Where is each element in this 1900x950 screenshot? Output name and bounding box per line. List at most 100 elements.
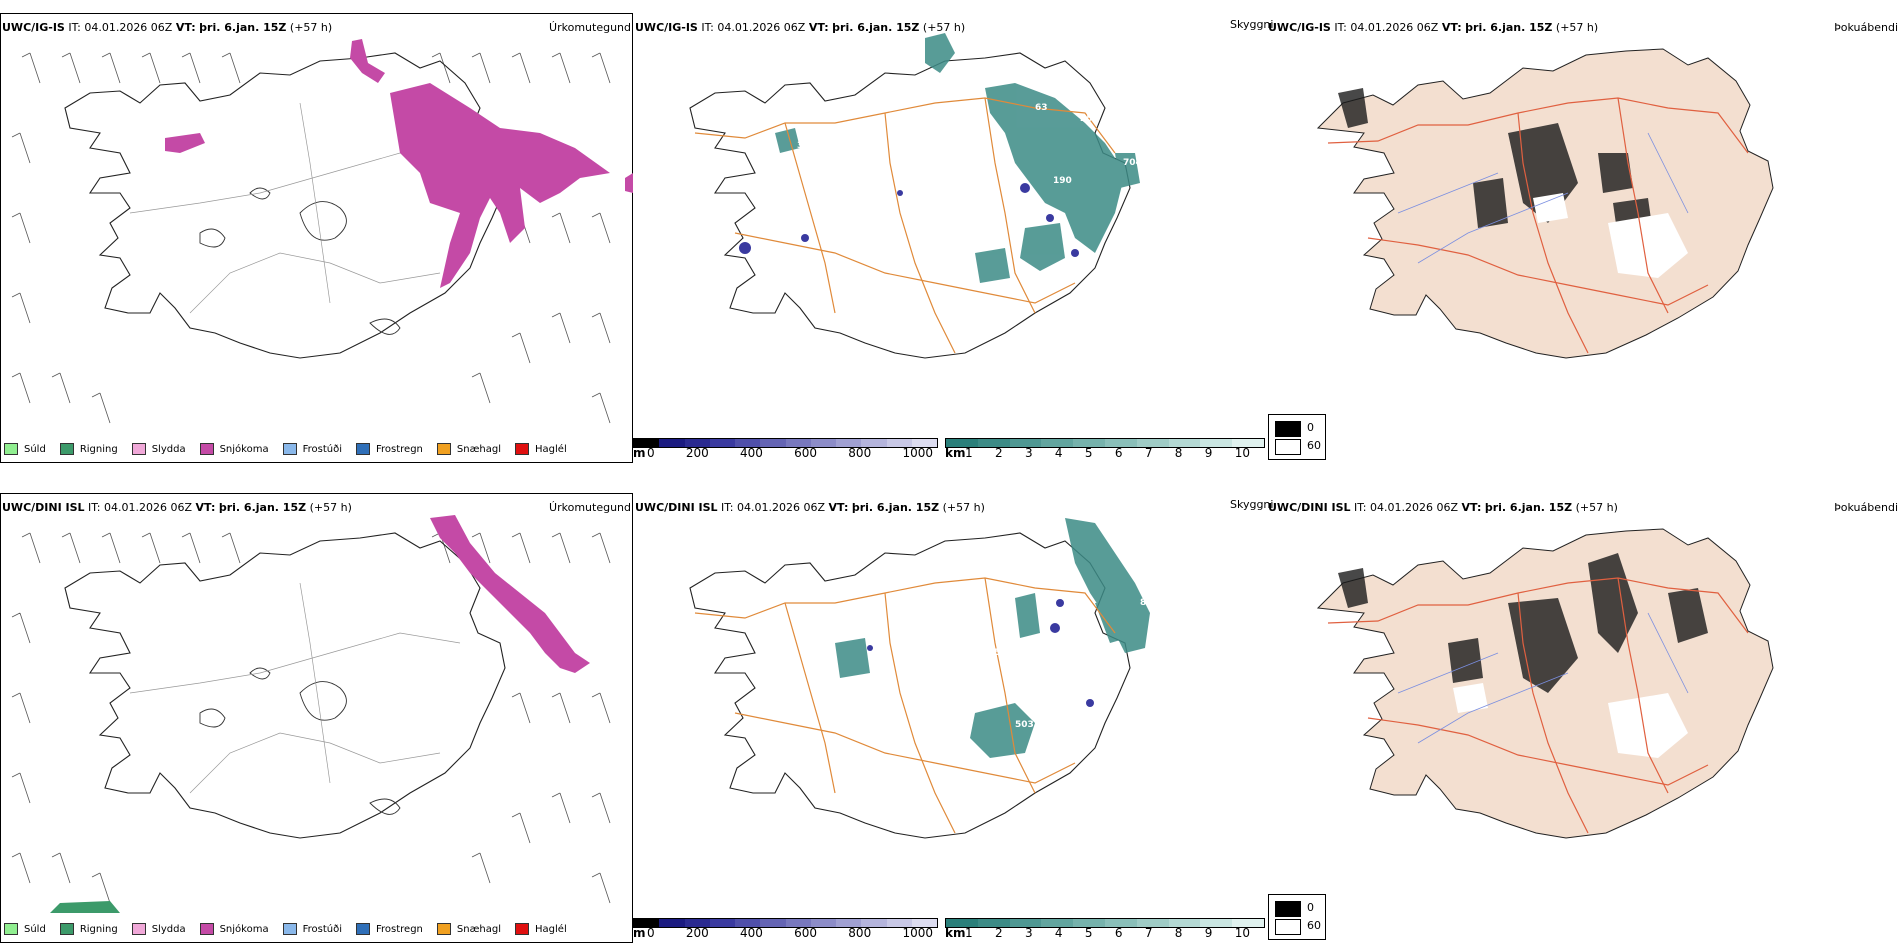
variable-name: Skyggni: [1230, 18, 1274, 31]
fog-min-label: 0: [1307, 901, 1314, 914]
vis-value: 615: [1175, 174, 1194, 184]
colorbar-segment: [735, 439, 761, 447]
legend-swatch: [4, 923, 18, 935]
legend-label: Rigning: [79, 923, 118, 935]
height-colorbar: [633, 438, 938, 448]
legend-swatch: [515, 443, 530, 455]
vis-value: 250: [1080, 114, 1099, 124]
vt-label: VT:: [828, 501, 849, 514]
colorbar-segment: [886, 439, 912, 447]
panel-title: UWC/IG-IS IT: 04.01.2026 06Z VT: þri. 6.…: [635, 21, 965, 34]
vis-value: 704: [1123, 158, 1142, 168]
vt-value: þri. 6.jan. 15Z: [851, 501, 940, 514]
map-frame: [0, 13, 633, 463]
vt-label: VT:: [808, 21, 829, 34]
iceland-outline: [64, 532, 506, 839]
wind-barbs: [11, 52, 611, 424]
legend-swatch: [515, 923, 530, 935]
colorbar-segment: [1009, 439, 1042, 447]
legend-item: Frostúði: [282, 923, 342, 935]
iceland-outline: [689, 532, 1131, 839]
colorbar-segment: [1009, 919, 1042, 927]
model-name: UWC/DINI ISL: [2, 501, 85, 514]
tick-label: 400: [740, 926, 763, 940]
colorbar-segment: [911, 439, 937, 447]
colorbar-segment: [1168, 439, 1201, 447]
colorbar-segment: [1104, 919, 1137, 927]
legend-item: Haglél: [515, 923, 567, 935]
colorbar-segment: [886, 919, 912, 927]
tick-label: 4: [1054, 446, 1063, 460]
roads: [694, 577, 1116, 834]
legend-label: Frostúði: [302, 923, 342, 935]
fog-min-swatch: [1275, 901, 1301, 917]
tick-label: 2: [994, 926, 1003, 940]
lead-time: (+57 h): [309, 501, 352, 514]
tick-label: 3: [1024, 446, 1033, 460]
iceland-outline: [64, 52, 506, 359]
lead-time: (+57 h): [1555, 21, 1599, 34]
colorbar-segment: [735, 919, 761, 927]
colorbar-segment: [1073, 919, 1105, 927]
legend-item: Snæhagl: [436, 923, 502, 935]
colorbar-segment: [861, 439, 887, 447]
legend-item: Snæhagl: [436, 443, 501, 455]
tick-label: 6: [1114, 446, 1123, 460]
fog-white: [1533, 193, 1688, 278]
variable-name: Þokuábendi: [1834, 501, 1898, 514]
vis-labels: 942 849 513 157 503 380 31 51: [953, 585, 1202, 742]
legend-swatch: [59, 443, 74, 455]
legend-item: Snjókoma: [199, 923, 269, 935]
rivers: [1397, 132, 1689, 264]
vis-value: 31: [965, 671, 978, 681]
visibility-panel-row2: UWC/DINI ISL IT: 04.01.2026 06Z VT: þri.…: [635, 493, 1274, 943]
legend-swatch: [131, 443, 146, 455]
colorbar-segment: [760, 439, 786, 447]
legend-swatch: [356, 443, 370, 455]
fog-panel-row2: UWC/DINI ISL IT: 04.01.2026 06Z VT: þri.…: [1268, 493, 1900, 943]
legend-swatch: [282, 923, 297, 935]
legend-swatch: [4, 443, 18, 455]
tick-label: 4: [1054, 926, 1063, 940]
panel-title: UWC/DINI ISL IT: 04.01.2026 06Z VT: þri.…: [635, 501, 985, 514]
variable-name: Þokuábendi: [1834, 21, 1898, 34]
legend-label: Snjókoma: [219, 443, 269, 455]
glaciers: [199, 187, 401, 335]
tick-label: 800: [848, 446, 872, 460]
fog-map: [1316, 48, 1774, 359]
legend-label: Haglél: [535, 923, 567, 935]
vis-value: 190: [1053, 176, 1072, 186]
legend-item: Slydda: [131, 443, 186, 455]
colorbar-segment: [1200, 919, 1233, 927]
legend-swatch: [356, 923, 370, 935]
vis-value: 63: [1035, 103, 1048, 113]
it-label: IT:: [68, 21, 81, 34]
precip-map: [11, 515, 611, 913]
height-ticks: 0 200 400 600 800 1000: [647, 926, 933, 940]
variable-name: Skyggni: [1230, 498, 1274, 511]
tick-label: 8: [1174, 446, 1183, 460]
lead-time: (+57 h): [289, 21, 333, 34]
panel-title: UWC/IG-IS IT: 04.01.2026 06Z VT: þri. 6.…: [1268, 21, 1598, 34]
tick-label: 200: [685, 446, 709, 460]
vis-areas: [835, 518, 1150, 758]
fog-legend-row2: 0 60: [1268, 894, 1326, 940]
it-label: IT:: [1354, 501, 1367, 514]
tick-label: 10: [1234, 446, 1250, 460]
legend-label: Snæhagl: [456, 923, 502, 935]
tick-label: 2: [994, 446, 1003, 460]
blue-areas: [739, 183, 1079, 257]
roads: [1327, 97, 1749, 354]
legend-swatch: [59, 923, 74, 935]
legend-label: Slydda: [151, 443, 186, 455]
it-label: IT:: [701, 21, 714, 34]
fog-dark: [1338, 88, 1653, 238]
variable-name: Úrkomutegund: [549, 501, 631, 514]
model-name: UWC/IG-IS: [2, 21, 65, 34]
legend-item: Slydda: [131, 923, 186, 935]
tick-label: 7: [1144, 926, 1153, 940]
precip-legend: Súld Rigning Slydda Snjókoma Frostúði Fr…: [4, 441, 567, 457]
tick-label: 1: [965, 446, 973, 460]
tick-label: 1: [965, 926, 973, 940]
tick-label: 400: [740, 446, 763, 460]
